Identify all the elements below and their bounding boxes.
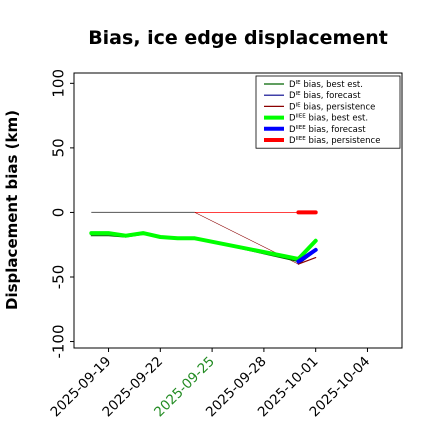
legend: DIE bias, best est.DIE bias, forecastDIE… xyxy=(255,75,401,149)
y-tick-label: 100 xyxy=(50,69,68,98)
series-line-4 xyxy=(296,247,318,264)
legend-label-4: DIIEE bias, forecast xyxy=(289,125,366,135)
y-tick-label: 50 xyxy=(50,138,68,157)
y-tick-label: -100 xyxy=(50,325,68,359)
legend-label-3: DIIEE bias, best est. xyxy=(289,114,368,124)
y-axis-label: Displacement bias (km) xyxy=(3,110,21,310)
series-layer xyxy=(89,210,318,265)
y-tick-label: 0 xyxy=(50,208,68,218)
legend-label-0: DIE bias, best est. xyxy=(289,80,363,90)
legend-label-2: DIE bias, persistence xyxy=(289,102,375,112)
y-axis: 100 50 0 -50 -100 xyxy=(50,69,74,359)
legend-label-5: DIIEE bias, persistence xyxy=(289,136,380,146)
y-tick-label: -50 xyxy=(50,265,68,290)
legend-label-1: DIE bias, forecast xyxy=(289,91,361,101)
chart-title: Bias, ice edge displacement xyxy=(88,27,388,49)
plot-area xyxy=(73,72,403,349)
legend-box xyxy=(255,75,401,149)
series-line-3 xyxy=(89,231,318,261)
series-line-2 xyxy=(297,257,317,265)
x-axis: 2025-09-192025-09-222025-09-252025-09-28… xyxy=(48,348,373,420)
